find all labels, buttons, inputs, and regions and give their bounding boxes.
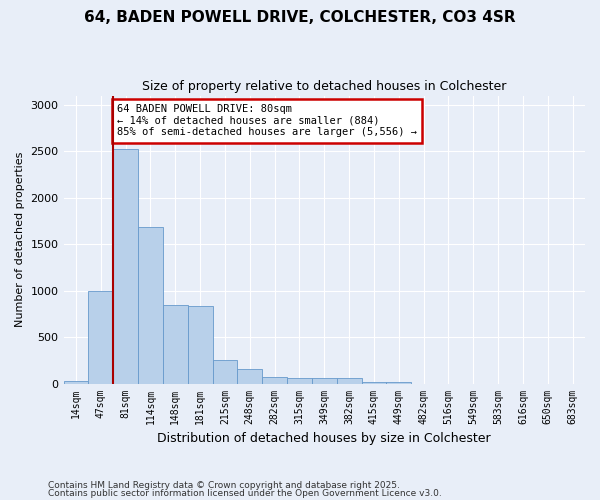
Bar (287, 378, 312, 384)
Title: Size of property relative to detached houses in Colchester: Size of property relative to detached ho… (142, 80, 506, 93)
Bar (64, 381, 88, 384)
Bar (312, 378, 337, 384)
Bar (88, 290, 113, 384)
Text: 64 BADEN POWELL DRIVE: 80sqm
← 14% of detached houses are smaller (884)
85% of s: 64 BADEN POWELL DRIVE: 80sqm ← 14% of de… (117, 104, 417, 138)
Text: Contains HM Land Registry data © Crown copyright and database right 2025.: Contains HM Land Registry data © Crown c… (48, 481, 400, 490)
Bar (113, 148, 138, 384)
Bar (238, 369, 262, 384)
Bar (212, 360, 238, 384)
Bar (362, 382, 386, 384)
Bar (188, 306, 212, 384)
Text: 64, BADEN POWELL DRIVE, COLCHESTER, CO3 4SR: 64, BADEN POWELL DRIVE, COLCHESTER, CO3 … (84, 10, 516, 25)
Bar (337, 378, 362, 384)
Bar (138, 228, 163, 384)
Y-axis label: Number of detached properties: Number of detached properties (15, 152, 25, 327)
Text: Contains public sector information licensed under the Open Government Licence v3: Contains public sector information licen… (48, 488, 442, 498)
X-axis label: Distribution of detached houses by size in Colchester: Distribution of detached houses by size … (157, 432, 491, 445)
Bar (262, 376, 287, 384)
Bar (163, 304, 188, 384)
Bar (386, 382, 411, 384)
